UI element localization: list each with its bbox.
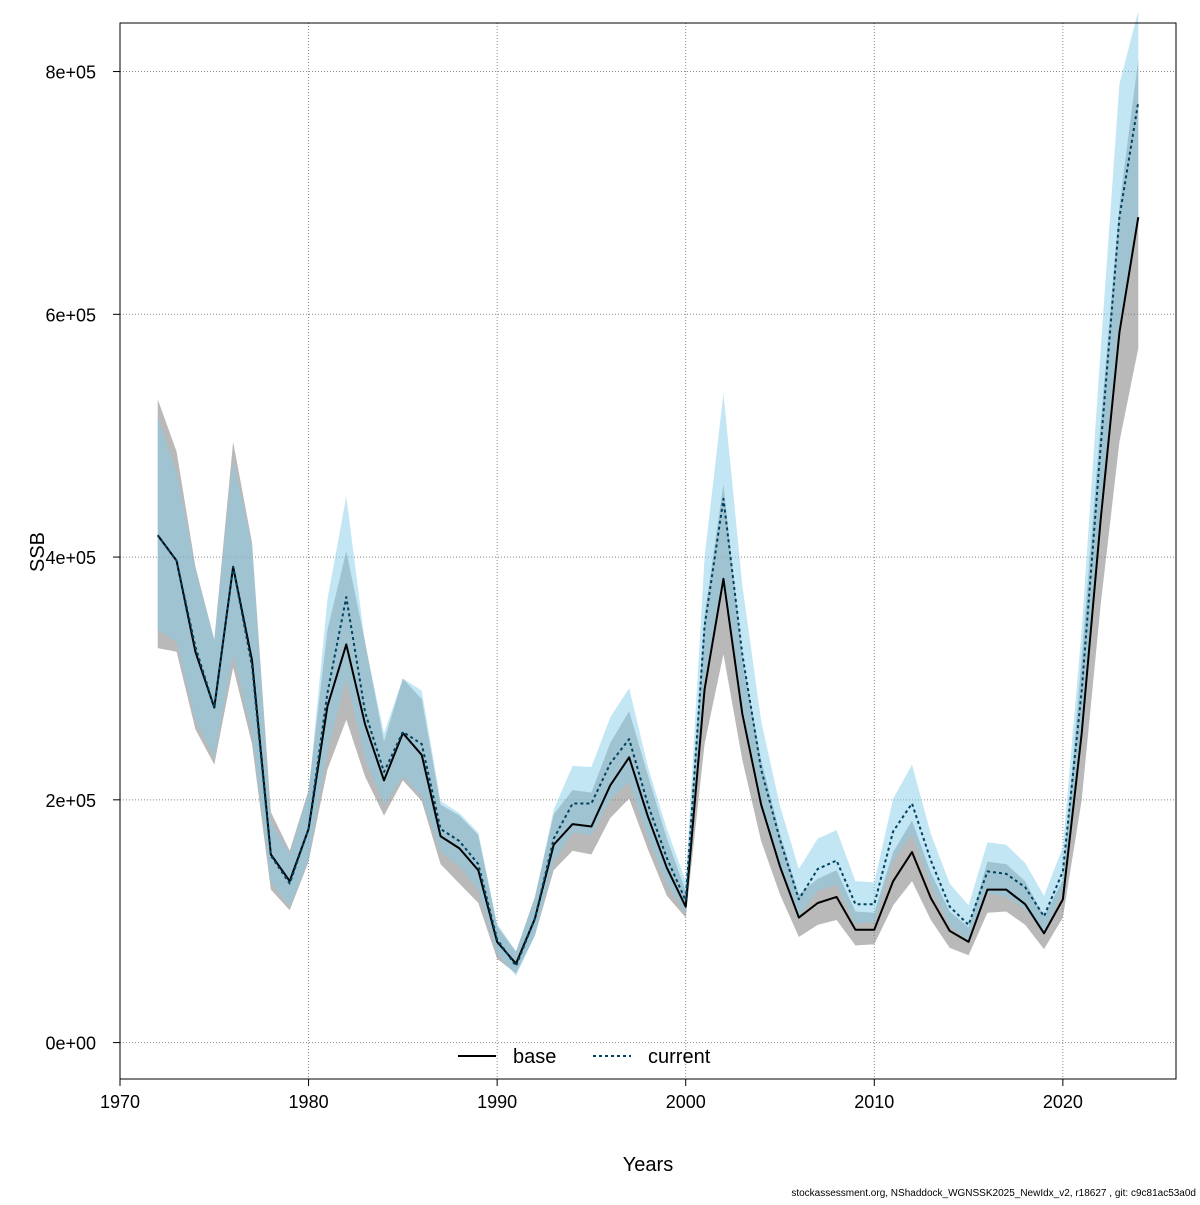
y-tick-label-0e+00: 0e+00 <box>45 1034 96 1054</box>
x-tick-label-1970: 1970 <box>100 1092 140 1112</box>
footer-credit: stockassessment.org, NShaddock_WGNSSK202… <box>791 1188 1196 1199</box>
legend: base current <box>458 1046 711 1068</box>
series-line-current <box>156 101 1140 968</box>
y-tick-label-4e+05: 4e+05 <box>45 548 96 568</box>
series-lines <box>156 101 1140 968</box>
x-tick-label-2000: 2000 <box>666 1092 706 1112</box>
series-line-base <box>156 217 1140 965</box>
x-tick-label-2020: 2020 <box>1043 1092 1083 1112</box>
x-axis-title: Years <box>623 1154 673 1176</box>
legend-label-base: base <box>513 1046 556 1068</box>
axes: 1970 1980 1990 2000 2010 2020 0e+00 2e+05 4e+05 6… <box>45 63 1082 1112</box>
legend-label-current: current <box>648 1046 711 1068</box>
x-tick-label-2010: 2010 <box>854 1092 894 1112</box>
y-axis-title: SSB <box>27 532 49 572</box>
y-tick-label-6e+05: 6e+05 <box>45 305 96 325</box>
y-tick-label-2e+05: 2e+05 <box>45 791 96 811</box>
y-tick-label-8e+05: 8e+05 <box>45 63 96 83</box>
x-tick-label-1980: 1980 <box>289 1092 329 1112</box>
x-tick-label-1990: 1990 <box>477 1092 517 1112</box>
